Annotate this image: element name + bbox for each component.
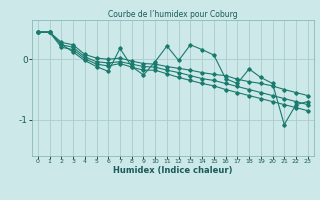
X-axis label: Humidex (Indice chaleur): Humidex (Indice chaleur)	[113, 166, 233, 175]
Title: Courbe de l’humidex pour Coburg: Courbe de l’humidex pour Coburg	[108, 10, 238, 19]
